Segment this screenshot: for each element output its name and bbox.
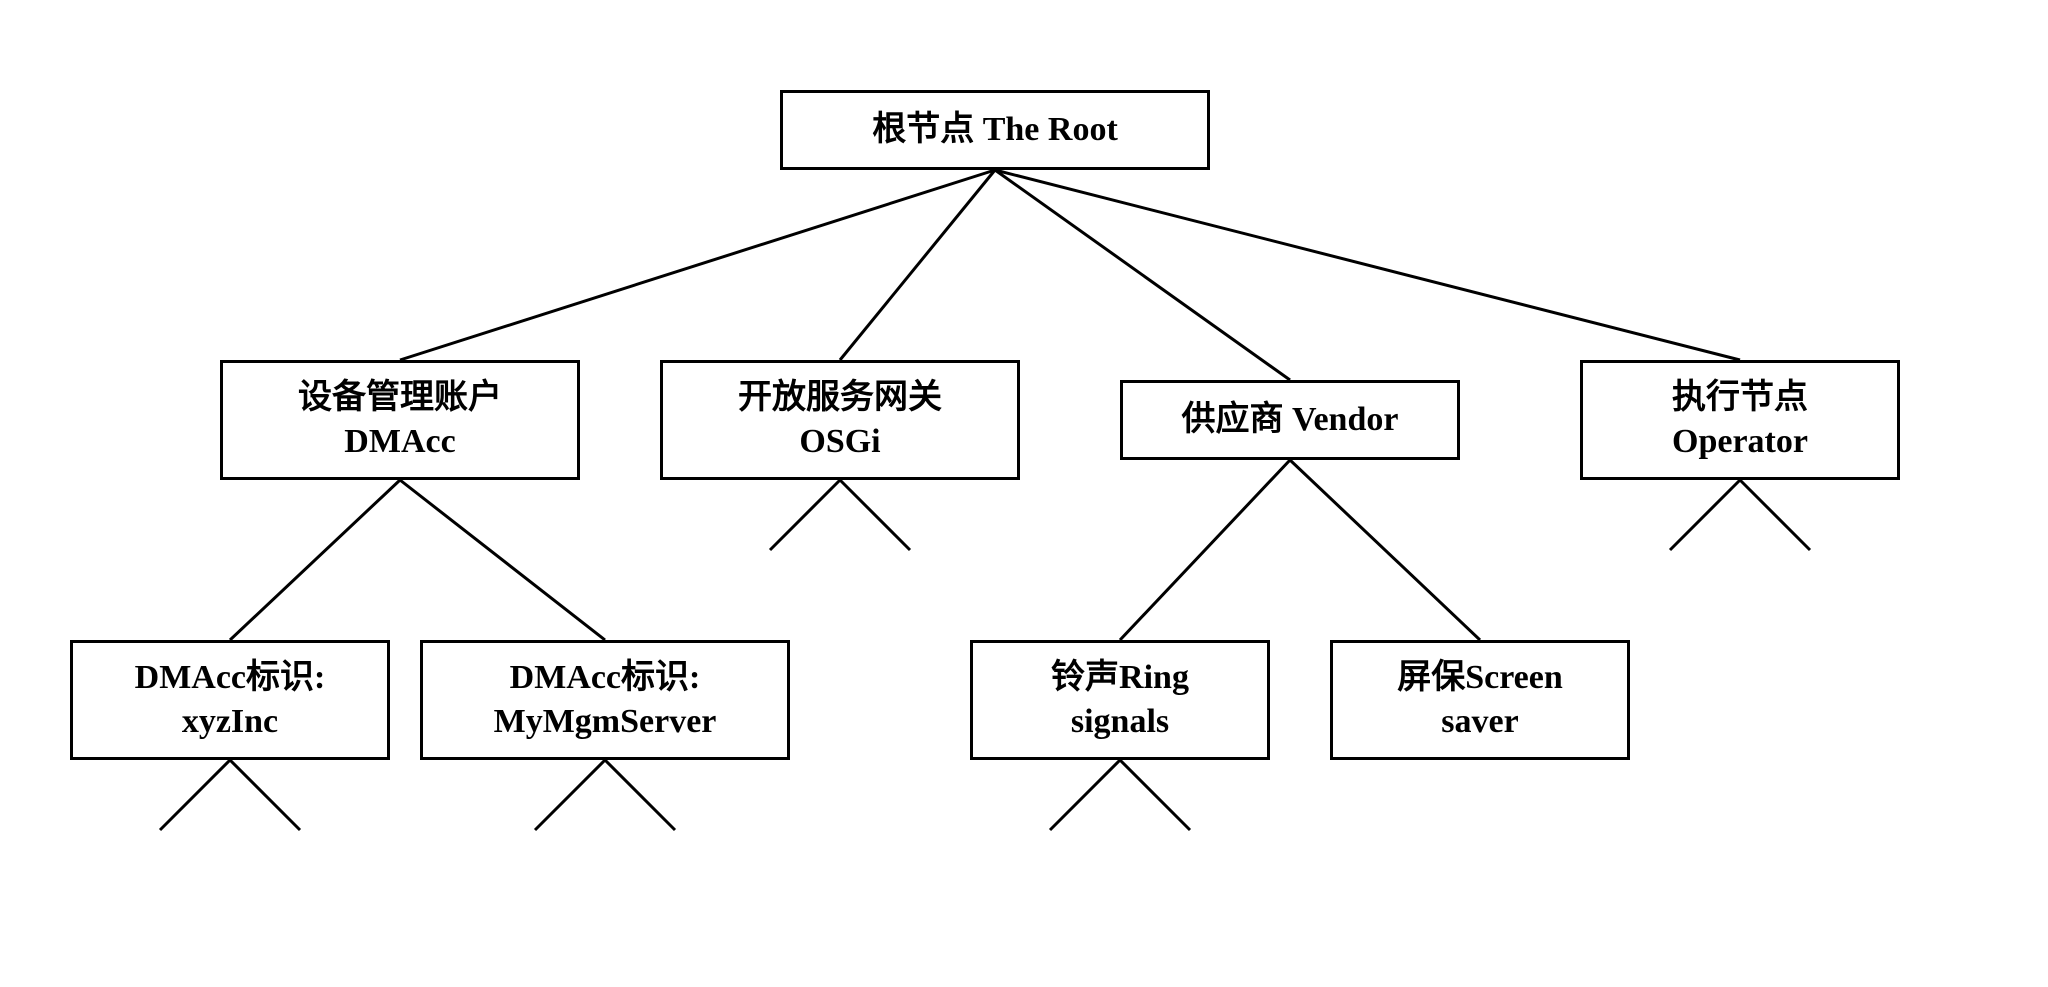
node-root-label: 根节点 The Root [872,108,1118,152]
node-mymgm-line2: MyMgmServer [494,700,717,744]
node-osgi: 开放服务网关 OSGi [660,360,1020,480]
node-dmacc: 设备管理账户 DMAcc [220,360,580,480]
node-operator-line2: Operator [1672,420,1808,464]
node-operator: 执行节点 Operator [1580,360,1900,480]
node-vendor: 供应商 Vendor [1120,380,1460,460]
node-ring-line2: signals [1071,700,1169,744]
node-osgi-line1: 开放服务网关 [738,376,942,420]
node-xyzinc-line2: xyzInc [182,700,278,744]
node-operator-line1: 执行节点 [1672,376,1808,420]
node-mymgm: DMAcc标识: MyMgmServer [420,640,790,760]
node-screensaver: 屏保Screen saver [1330,640,1630,760]
node-ring: 铃声Ring signals [970,640,1270,760]
node-vendor-label: 供应商 Vendor [1182,398,1399,442]
node-dmacc-line1: 设备管理账户 [298,376,502,420]
node-xyzinc-line1: DMAcc标识: [135,656,326,700]
node-xyzinc: DMAcc标识: xyzInc [70,640,390,760]
node-root: 根节点 The Root [780,90,1210,170]
node-osgi-line2: OSGi [799,420,880,464]
node-screensaver-line1: 屏保Screen [1397,656,1563,700]
node-screensaver-line2: saver [1441,700,1518,744]
node-dmacc-line2: DMAcc [344,420,455,464]
node-ring-line1: 铃声Ring [1051,656,1189,700]
node-mymgm-line1: DMAcc标识: [510,656,701,700]
